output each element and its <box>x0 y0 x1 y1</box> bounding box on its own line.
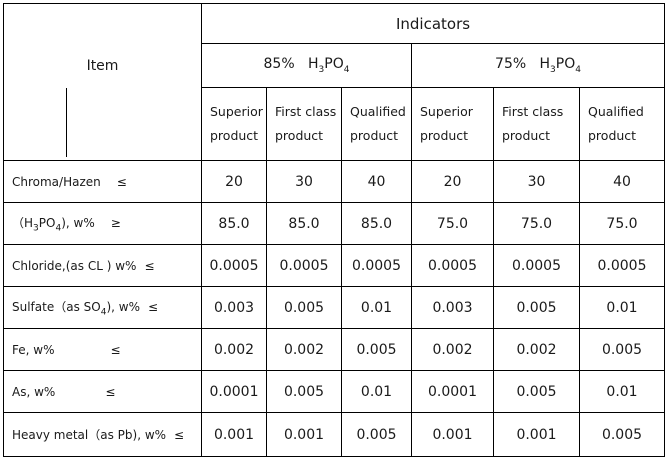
grade-superior-75: Superior product <box>411 87 494 161</box>
value-cell: 30 <box>493 160 580 203</box>
value-cell: 0.005 <box>578 328 666 371</box>
value-cell: 0.005 <box>266 370 342 413</box>
value-cell: 30 <box>266 160 342 203</box>
group-85-formula: H3PO4 <box>308 56 350 75</box>
item-label-h3po4: （H3PO4), w% ≥ <box>3 202 202 245</box>
value-cell: 0.005 <box>341 412 412 457</box>
value-cell: 0.005 <box>493 286 580 329</box>
value-cell: 75.0 <box>578 202 666 245</box>
value-cell: 0.005 <box>341 328 412 371</box>
value-cell: 0.0001 <box>411 370 494 413</box>
table-row-heavy-metal: Heavy metal（as Pb), w% ≤ 0.001 0.001 0.00… <box>3 412 666 457</box>
value-cell: 0.001 <box>411 412 494 457</box>
grade-first-class-75: First class product <box>493 87 580 161</box>
table-row-as: As, w% ≤ 0.0001 0.005 0.01 0.0001 0.005 0… <box>3 370 666 413</box>
item-header-label: Item <box>86 58 119 74</box>
value-cell: 0.003 <box>411 286 494 329</box>
indicators-header: Indicators <box>200 3 666 44</box>
value-cell: 0.002 <box>493 328 580 371</box>
value-cell: 0.002 <box>266 328 342 371</box>
value-cell: 75.0 <box>411 202 494 245</box>
value-cell: 0.003 <box>201 286 267 329</box>
grade-qualified-75: Qualified product <box>578 87 666 161</box>
value-cell: 0.001 <box>493 412 580 457</box>
value-cell: 20 <box>201 160 267 203</box>
item-label-heavy-metal: Heavy metal（as Pb), w% ≤ <box>3 412 202 457</box>
table-row-fe: Fe, w% ≤ 0.002 0.002 0.005 0.002 0.002 0.… <box>3 328 666 371</box>
value-cell: 0.0005 <box>341 244 412 287</box>
value-cell: 75.0 <box>493 202 580 245</box>
group-header-75: 75% H3PO4 <box>410 43 666 88</box>
grade-first-class-85: First class product <box>266 87 342 161</box>
value-cell: 0.002 <box>411 328 494 371</box>
value-cell: 0.001 <box>201 412 267 457</box>
group-75-percent: 75% <box>495 56 527 73</box>
item-label-chloride: Chloride,(as CL ) w% ≤ <box>3 244 202 287</box>
value-cell: 0.01 <box>341 370 412 413</box>
value-cell: 0.01 <box>341 286 412 329</box>
grade-superior-85: Superior product <box>201 87 267 161</box>
item-header-divider <box>66 88 67 157</box>
value-cell: 0.0005 <box>201 244 267 287</box>
item-header-cell: Item <box>3 3 202 161</box>
item-label-chroma: Chroma/Hazen ≤ <box>3 160 202 203</box>
specification-table: Item Indicators 85% H3PO4 75% H3PO4 Supe… <box>3 3 666 457</box>
value-cell: 0.01 <box>578 286 666 329</box>
value-cell: 0.0005 <box>411 244 494 287</box>
value-cell: 0.002 <box>201 328 267 371</box>
table-row-chloride: Chloride,(as CL ) w% ≤ 0.0005 0.0005 0.00… <box>3 244 666 287</box>
table-row-sulfate: Sulfate（as SO4), w% ≤ 0.003 0.005 0.01 0.… <box>3 286 666 329</box>
value-cell: 40 <box>578 160 666 203</box>
value-cell: 0.005 <box>578 412 666 457</box>
item-label-sulfate: Sulfate（as SO4), w% ≤ <box>3 286 202 329</box>
value-cell: 0.0001 <box>201 370 267 413</box>
value-cell: 0.0005 <box>493 244 580 287</box>
value-cell: 40 <box>341 160 412 203</box>
group-header-85: 85% H3PO4 <box>201 43 412 88</box>
group-75-formula: H3PO4 <box>539 56 581 75</box>
value-cell: 0.0005 <box>578 244 666 287</box>
table-row-chroma: Chroma/Hazen ≤ 20 30 40 20 30 40 <box>3 160 666 203</box>
value-cell: 0.001 <box>266 412 342 457</box>
value-cell: 0.005 <box>493 370 580 413</box>
value-cell: 0.01 <box>578 370 666 413</box>
value-cell: 85.0 <box>201 202 267 245</box>
group-85-percent: 85% <box>263 56 295 73</box>
item-label-as: As, w% ≤ <box>3 370 202 413</box>
grade-qualified-85: Qualified product <box>341 87 412 161</box>
value-cell: 85.0 <box>266 202 342 245</box>
value-cell: 0.0005 <box>266 244 342 287</box>
value-cell: 0.005 <box>266 286 342 329</box>
value-cell: 85.0 <box>341 202 412 245</box>
table-row-h3po4: （H3PO4), w% ≥ 85.0 85.0 85.0 75.0 75.0 75… <box>3 202 666 245</box>
item-label-fe: Fe, w% ≤ <box>3 328 202 371</box>
value-cell: 20 <box>411 160 494 203</box>
